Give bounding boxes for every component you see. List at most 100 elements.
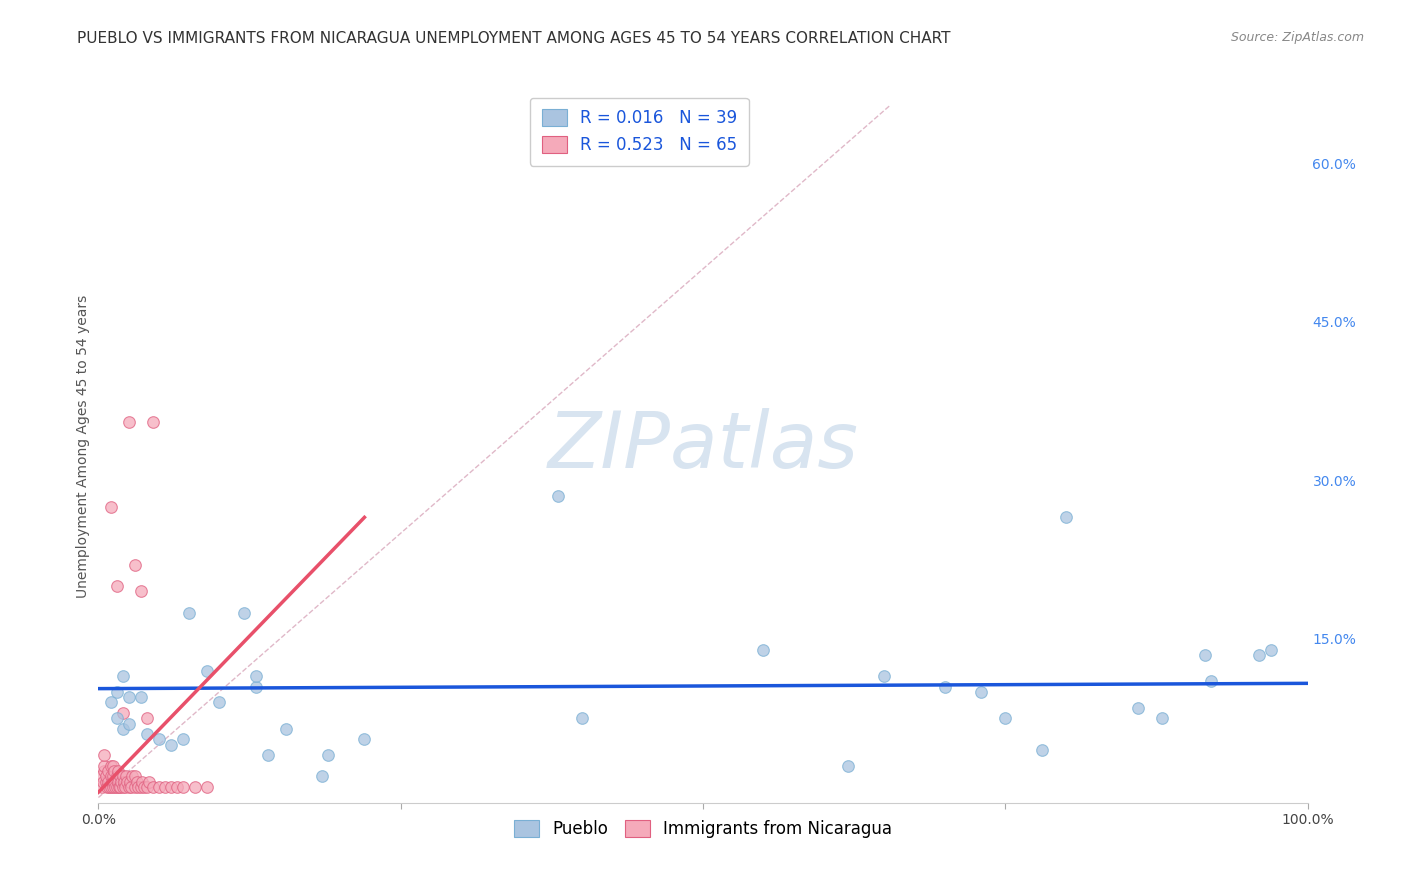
Point — [105, 579, 128, 593]
Point — [1128, 700, 1150, 714]
Point — [135, 780, 157, 794]
Point — [118, 774, 141, 789]
Point — [127, 780, 149, 794]
Point — [96, 780, 118, 794]
Point — [111, 722, 134, 736]
Point — [184, 780, 207, 794]
Point — [117, 774, 139, 789]
Point — [129, 584, 152, 599]
Point — [142, 415, 165, 429]
Point — [108, 769, 131, 783]
Point — [311, 769, 333, 783]
Text: Source: ZipAtlas.com: Source: ZipAtlas.com — [1230, 31, 1364, 45]
Point — [994, 711, 1017, 725]
Point — [837, 759, 859, 773]
Point — [93, 748, 115, 763]
Point — [107, 764, 129, 778]
Point — [103, 774, 125, 789]
Point — [195, 664, 218, 678]
Point — [873, 669, 896, 683]
Point — [105, 780, 128, 794]
Point — [120, 780, 142, 794]
Point — [138, 774, 160, 789]
Point — [118, 415, 141, 429]
Point — [135, 727, 157, 741]
Point — [124, 558, 146, 572]
Point — [105, 685, 128, 699]
Point — [118, 690, 141, 704]
Point — [1031, 743, 1053, 757]
Point — [274, 722, 297, 736]
Point — [124, 780, 146, 794]
Point — [115, 769, 138, 783]
Legend: Pueblo, Immigrants from Nicaragua: Pueblo, Immigrants from Nicaragua — [503, 810, 903, 848]
Point — [1249, 648, 1271, 662]
Point — [100, 769, 122, 783]
Point — [970, 685, 993, 699]
Point — [172, 732, 194, 747]
Point — [124, 769, 146, 783]
Point — [118, 716, 141, 731]
Point — [93, 759, 115, 773]
Point — [94, 769, 117, 783]
Point — [118, 780, 141, 794]
Point — [90, 769, 112, 783]
Point — [571, 711, 593, 725]
Point — [129, 690, 152, 704]
Point — [97, 764, 120, 778]
Point — [100, 774, 122, 789]
Point — [172, 780, 194, 794]
Point — [256, 748, 278, 763]
Point — [245, 669, 267, 683]
Point — [316, 748, 339, 763]
Point — [1199, 674, 1222, 689]
Y-axis label: Unemployment Among Ages 45 to 54 years: Unemployment Among Ages 45 to 54 years — [76, 294, 90, 598]
Point — [111, 769, 134, 783]
Point — [232, 606, 254, 620]
Point — [134, 780, 156, 794]
Point — [101, 780, 124, 794]
Point — [97, 774, 120, 789]
Point — [105, 769, 128, 783]
Point — [142, 780, 165, 794]
Point — [179, 606, 201, 620]
Point — [752, 642, 775, 657]
Point — [100, 759, 122, 773]
Point — [91, 780, 114, 794]
Point — [103, 764, 125, 778]
Point — [101, 769, 124, 783]
Point — [100, 500, 122, 514]
Point — [108, 780, 131, 794]
Point — [111, 669, 134, 683]
Point — [108, 780, 131, 794]
Point — [208, 695, 231, 709]
Point — [1260, 642, 1282, 657]
Point — [148, 780, 170, 794]
Point — [129, 780, 152, 794]
Point — [94, 774, 117, 789]
Point — [101, 759, 124, 773]
Point — [1054, 510, 1077, 524]
Point — [110, 774, 132, 789]
Point — [195, 780, 218, 794]
Point — [100, 695, 122, 709]
Point — [160, 780, 183, 794]
Point — [934, 680, 956, 694]
Point — [98, 780, 121, 794]
Point — [100, 780, 122, 794]
Point — [160, 738, 183, 752]
Point — [107, 774, 129, 789]
Point — [1194, 648, 1216, 662]
Point — [112, 774, 135, 789]
Point — [166, 780, 188, 794]
Point — [245, 680, 267, 694]
Point — [114, 780, 136, 794]
Point — [111, 780, 134, 794]
Point — [111, 706, 134, 720]
Text: ZIPatlas: ZIPatlas — [547, 408, 859, 484]
Text: PUEBLO VS IMMIGRANTS FROM NICARAGUA UNEMPLOYMENT AMONG AGES 45 TO 54 YEARS CORRE: PUEBLO VS IMMIGRANTS FROM NICARAGUA UNEM… — [77, 31, 950, 46]
Point — [104, 780, 127, 794]
Point — [148, 732, 170, 747]
Point — [547, 489, 569, 503]
Point — [93, 764, 115, 778]
